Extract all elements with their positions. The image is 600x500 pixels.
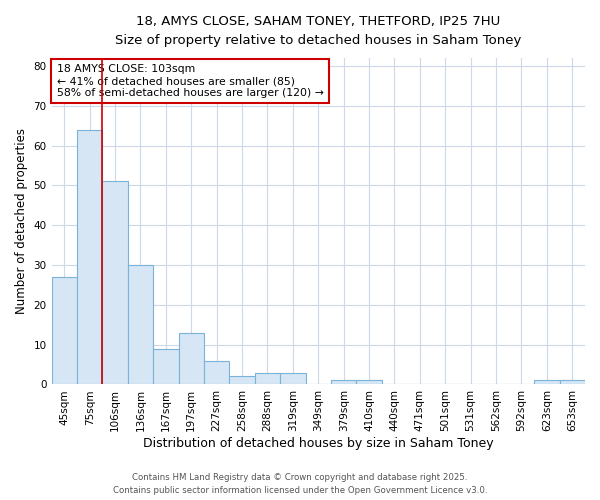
Text: 18 AMYS CLOSE: 103sqm
← 41% of detached houses are smaller (85)
58% of semi-deta: 18 AMYS CLOSE: 103sqm ← 41% of detached … <box>57 64 324 98</box>
Bar <box>229 376 255 384</box>
Bar <box>560 380 585 384</box>
Bar <box>356 380 382 384</box>
Bar <box>331 380 356 384</box>
Bar <box>179 332 204 384</box>
X-axis label: Distribution of detached houses by size in Saham Toney: Distribution of detached houses by size … <box>143 437 494 450</box>
Y-axis label: Number of detached properties: Number of detached properties <box>15 128 28 314</box>
Bar <box>153 348 179 384</box>
Bar <box>204 360 229 384</box>
Title: 18, AMYS CLOSE, SAHAM TONEY, THETFORD, IP25 7HU
Size of property relative to det: 18, AMYS CLOSE, SAHAM TONEY, THETFORD, I… <box>115 15 521 47</box>
Bar <box>103 182 128 384</box>
Bar <box>255 372 280 384</box>
Bar <box>280 372 305 384</box>
Bar <box>534 380 560 384</box>
Bar <box>77 130 103 384</box>
Bar <box>52 277 77 384</box>
Text: Contains HM Land Registry data © Crown copyright and database right 2025.
Contai: Contains HM Land Registry data © Crown c… <box>113 474 487 495</box>
Bar <box>128 265 153 384</box>
